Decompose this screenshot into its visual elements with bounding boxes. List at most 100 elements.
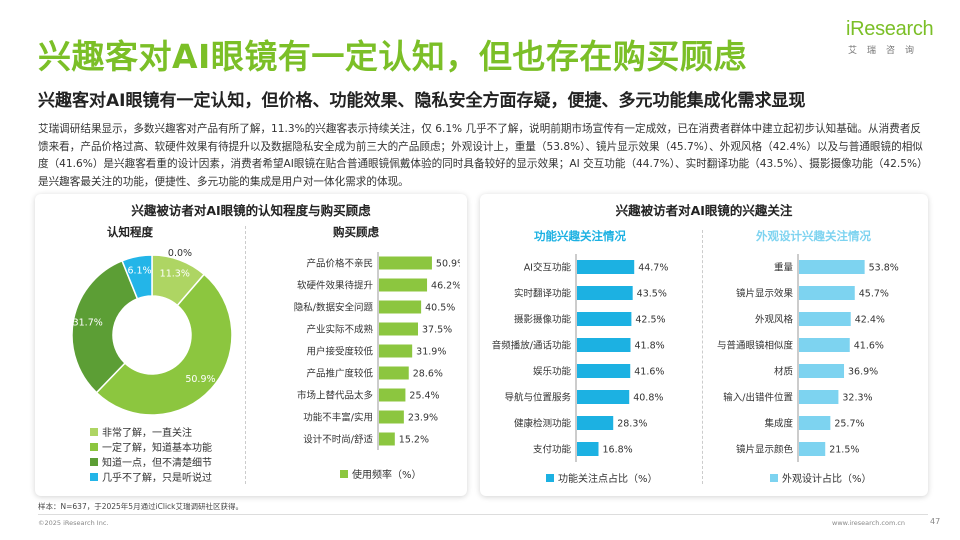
copyright: ©2025 iResearch Inc. <box>38 519 109 527</box>
bar-category-label: 软硬件效果待提升 <box>297 280 374 292</box>
description-text: 艾瑞调研结果显示，多数兴趣客对产品有所了解，11.3%的兴趣客表示持续关注，仅 … <box>38 123 928 188</box>
iresearch-logo: iResearch 艾瑞咨询 <box>846 18 946 64</box>
bar <box>379 432 395 446</box>
bar-category-label: 用户接受度较低 <box>306 346 373 358</box>
concern-legend: 使用频率（%） <box>340 466 422 481</box>
pie-legend-item: 一定了解，知道基本功能 <box>90 439 212 454</box>
bar-value-label: 46.2% <box>431 281 460 292</box>
bar-value-label: 42.5% <box>635 315 665 326</box>
bar-value-label: 53.8% <box>869 263 899 274</box>
bar-category-label: 材质 <box>774 366 794 378</box>
left-panel-title: 兴趣被访者对AI眼镜的认知程度与购买顾虑 <box>131 203 371 218</box>
bar <box>379 256 432 270</box>
pie-slice-label: 6.1% <box>127 266 151 277</box>
pie-slice <box>95 273 233 416</box>
sample-footnote: 样本：N=637，于2025年5月通过iClick艾瑞调研社区获得。 <box>38 502 244 511</box>
bar-category-label: 设计不时尚/舒适 <box>303 434 373 446</box>
bar <box>379 366 409 380</box>
bar-value-label: 41.8% <box>635 341 665 352</box>
pie-zero-label: 0.0% <box>168 248 192 259</box>
bar-category-label: 摄影摄像功能 <box>514 314 572 326</box>
legend-label: 外观设计占比（%） <box>782 474 872 485</box>
bar-value-label: 41.6% <box>854 341 884 352</box>
bar-value-label: 16.8% <box>603 445 633 456</box>
bar-value-label: 25.4% <box>409 391 439 402</box>
bar-value-label: 28.6% <box>413 369 443 380</box>
bar <box>379 322 418 336</box>
bar <box>577 260 635 274</box>
bar <box>379 278 428 292</box>
bar-category-label: 功能不丰富/实用 <box>303 412 373 424</box>
bar-value-label: 23.9% <box>408 413 438 424</box>
bar <box>799 286 855 300</box>
function-interest-bar-chart: AI交互功能 44.7% 实时翻译功能 43.5% 摄影摄像功能 42.5% 音频播放/通话… <box>492 254 668 462</box>
website-link[interactable]: www.iresearch.com.cn <box>832 519 906 527</box>
bar-category-label: 外观风格 <box>755 314 794 326</box>
bar-category-label: 重量 <box>774 262 794 274</box>
design-label: 外观设计兴趣关注情况 <box>756 229 871 243</box>
pie-slice-label: 31.7% <box>73 318 103 329</box>
bar-category-label: 集成度 <box>764 418 793 430</box>
bar-category-label: 音频播放/通话功能 <box>492 340 572 352</box>
bar-category-label: 与普通眼镜相似度 <box>717 340 794 352</box>
awareness-concern-panel: 兴趣被访者对AI眼镜的认知程度与购买顾虑 认知程度 购买顾虑 11.3% 50.9… <box>35 194 467 496</box>
bar <box>799 364 845 378</box>
bar-category-label: 产品推广度较低 <box>306 368 373 380</box>
bar-value-label: 15.2% <box>399 435 429 446</box>
pie-slice-label: 50.9% <box>185 374 215 385</box>
legend-swatch <box>90 457 98 466</box>
bar <box>577 364 631 378</box>
page-number: 47 <box>930 517 941 526</box>
awareness-pie-chart: 11.3% 50.9% 31.7% 6.1% 0.0% <box>71 248 233 416</box>
bar <box>577 442 599 456</box>
bar-value-label: 36.9% <box>848 367 878 378</box>
bar <box>379 344 413 358</box>
legend-swatch <box>90 472 98 481</box>
pie-legend-item: 几乎不了解，只是听说过 <box>90 469 212 484</box>
bar-category-label: 镜片显示效果 <box>736 288 794 300</box>
bar-category-label: 输入/出错件位置 <box>723 392 793 404</box>
bar-value-label: 43.5% <box>637 289 667 300</box>
legend-swatch <box>770 473 778 482</box>
logo-brand: iResearch <box>846 18 934 40</box>
bar-category-label: 健康检测功能 <box>514 418 572 430</box>
bar-value-label: 44.7% <box>638 263 668 274</box>
bar-category-label: 隐私/数据安全问题 <box>294 302 374 314</box>
legend-label: 知道一点，但不清楚细节 <box>102 458 212 469</box>
bar-category-label: 导航与位置服务 <box>504 392 571 404</box>
bar <box>799 312 851 326</box>
bar-category-label: 支付功能 <box>533 444 572 456</box>
bar <box>379 410 404 424</box>
legend-label: 使用频率（%） <box>352 470 422 481</box>
bar-value-label: 42.4% <box>855 315 885 326</box>
bar <box>577 416 614 430</box>
bar <box>379 300 422 314</box>
page-subtitle: 兴趣客对AI眼镜有一定认知，但价格、功能效果、隐私安全方面存疑，便捷、多元功能集… <box>38 91 806 111</box>
bar-value-label: 21.5% <box>829 445 859 456</box>
bar-value-label: 41.6% <box>634 367 664 378</box>
bar <box>577 286 633 300</box>
bar <box>799 390 839 404</box>
pie-legend-item: 知道一点，但不清楚细节 <box>90 454 212 469</box>
bar-category-label: 市场上替代品太多 <box>297 390 373 402</box>
legend-label: 非常了解，一直关注 <box>102 428 192 439</box>
legend-label: 几乎不了解，只是听说过 <box>102 473 212 484</box>
bar-category-label: 产品价格不亲民 <box>306 258 373 270</box>
legend-swatch <box>90 427 98 436</box>
bar-category-label: 产业实际不成熟 <box>306 324 373 336</box>
bar-value-label: 31.9% <box>416 347 446 358</box>
bar <box>799 442 826 456</box>
legend-swatch <box>546 473 554 482</box>
pie-slice <box>71 259 139 394</box>
bar-category-label: 实时翻译功能 <box>514 288 572 300</box>
bar-value-label: 45.7% <box>859 289 889 300</box>
bar-value-label: 40.8% <box>633 393 663 404</box>
interest-panel: 兴趣被访者对AI眼镜的兴趣关注 功能兴趣关注情况 外观设计兴趣关注情况 AI交互… <box>480 194 928 496</box>
footer-divider <box>38 514 928 515</box>
panel-divider <box>245 226 246 484</box>
function-label: 功能兴趣关注情况 <box>534 229 626 243</box>
bar-value-label: 25.7% <box>834 419 864 430</box>
design-interest-bar-chart: 重量 53.8% 镜片显示效果 45.7% 外观风格 42.4% 与普通眼镜相似度 41.6%… <box>717 254 899 462</box>
purchase-concern-bar-chart: 产品价格不亲民 50.9% 软硬件效果待提升 46.2% 隐私/数据安全问题 40.5% 产… <box>294 252 460 450</box>
pie-slice-label: 11.3% <box>160 269 190 280</box>
